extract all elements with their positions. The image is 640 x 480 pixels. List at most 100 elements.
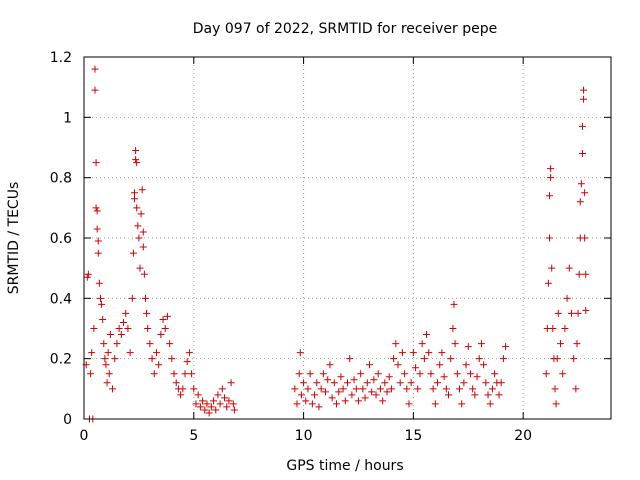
data-point [434,379,442,387]
data-point [218,385,226,393]
data-point [440,373,448,381]
data-point [203,400,211,408]
data-point [229,400,237,408]
data-point [363,379,371,387]
data-point [131,195,139,203]
data-point [201,406,209,414]
data-point [210,397,218,405]
data-point [337,373,345,381]
data-point [392,340,400,348]
data-point [87,370,95,378]
data-point [106,331,114,339]
y-tick-label: 1 [63,110,72,126]
data-point [137,210,145,218]
data-point [346,355,354,363]
data-point [495,391,503,399]
data-point [552,400,560,408]
data-point [168,355,176,363]
data-point [157,331,165,339]
data-point [561,325,569,332]
data-point [120,318,128,326]
data-point [196,403,204,411]
data-point [477,340,485,348]
data-point [199,397,207,405]
data-point [390,355,398,363]
data-point [480,361,488,369]
data-point [580,95,588,103]
data-point [131,189,139,197]
data-point [144,325,152,332]
data-point [194,391,202,399]
data-point [133,159,141,167]
data-point [143,309,151,317]
data-point [396,379,404,387]
data-point [482,379,490,387]
data-point [300,379,308,387]
x-axis-label: GPS time / hours [286,458,403,474]
data-point [580,86,588,94]
data-point [491,370,499,378]
data-point [161,325,169,332]
x-tick-label: 0 [80,428,89,444]
data-point [230,406,238,414]
data-point [582,270,590,278]
data-point [549,325,557,332]
data-point [383,388,391,396]
data-point [159,315,167,323]
y-axis-label: SRMTID / TECUs [6,182,22,295]
data-point [183,358,191,366]
data-point [227,379,235,387]
data-point [357,370,365,378]
data-point [341,397,349,405]
data-point [447,355,455,363]
data-point [567,309,575,317]
data-point [315,403,323,411]
data-point [542,370,550,378]
data-point [177,391,185,399]
data-point [302,397,310,405]
data-point [379,397,387,405]
data-point [563,294,571,302]
data-point [128,294,136,302]
data-point [416,370,424,378]
data-point [394,361,402,369]
data-point [381,379,389,387]
data-point [214,391,222,399]
y-tick-label: 0.8 [50,171,72,187]
data-point [152,349,160,357]
x-tick-label: 20 [514,428,532,444]
data-point [94,237,102,245]
data-point [92,204,100,212]
data-point [317,385,325,393]
data-points [82,65,590,423]
data-point [475,355,483,363]
data-point [205,409,213,417]
data-point [581,189,589,197]
data-point [354,397,362,405]
data-point [403,385,411,393]
data-point [553,355,561,363]
data-point [451,340,459,348]
data-point [136,264,144,272]
data-point [414,385,422,393]
data-point [445,391,453,399]
grid [84,57,611,419]
data-point [466,370,474,378]
data-point [296,349,304,357]
data-point [155,361,163,369]
data-point [94,249,102,257]
data-point [132,156,140,164]
data-point [547,165,555,173]
data-point [427,370,435,378]
data-point [98,300,106,308]
data-point [551,385,559,393]
data-point [365,361,373,369]
data-point [449,325,457,332]
data-point [90,325,98,332]
data-point [471,391,479,399]
data-point [122,309,130,317]
data-point [554,309,562,317]
data-point [425,349,433,357]
data-point [418,340,426,348]
